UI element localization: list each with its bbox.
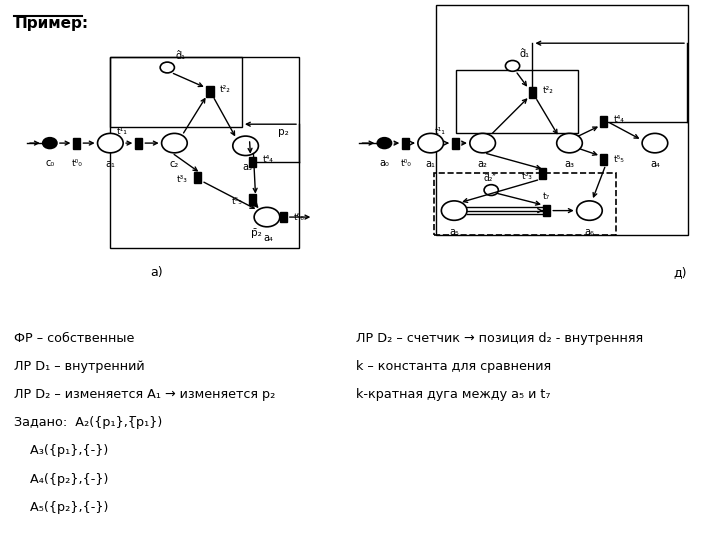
Text: t⁴₄: t⁴₄ [263, 156, 274, 164]
Circle shape [505, 60, 520, 71]
Circle shape [161, 133, 187, 153]
Text: a₂: a₂ [477, 159, 487, 170]
Bar [249, 194, 256, 205]
Text: t⁰₀: t⁰₀ [71, 159, 82, 168]
Text: A₃({p₁},{-}): A₃({p₁},{-}) [14, 444, 109, 457]
Text: c₂: c₂ [170, 159, 179, 170]
Circle shape [377, 138, 392, 148]
Text: k – константа для сравнения: k – константа для сравнения [356, 360, 551, 373]
Circle shape [484, 185, 498, 195]
Text: a₀: a₀ [379, 158, 390, 168]
Text: a₁: a₁ [426, 159, 436, 170]
Text: t¹₁: t¹₁ [435, 126, 446, 136]
Text: t²₂: t²₂ [220, 85, 231, 94]
Bar [543, 205, 550, 216]
Text: a₄: a₄ [650, 159, 660, 170]
Text: ЛР D₁ – внутренний: ЛР D₁ – внутренний [14, 360, 145, 373]
Bar [207, 86, 214, 97]
Text: d̂₂″: d̂₂″ [483, 173, 496, 183]
Circle shape [470, 133, 495, 153]
Bar [529, 87, 536, 98]
Bar [194, 172, 202, 183]
Text: t¹₁: t¹₁ [117, 126, 127, 136]
Bar [600, 154, 607, 165]
Circle shape [557, 133, 582, 153]
Bar [539, 168, 546, 179]
Text: a): a) [150, 266, 163, 279]
Text: ЛР D₂ – изменяется A₁ → изменяется p₂: ЛР D₂ – изменяется A₁ → изменяется p₂ [14, 388, 276, 401]
Text: t²₂: t²₂ [542, 86, 554, 95]
Text: t₇: t₇ [543, 192, 550, 201]
Text: d̂₁: d̂₁ [520, 49, 530, 59]
Bar [402, 138, 410, 148]
Text: d̂₁: d̂₁ [176, 51, 186, 61]
Text: k-кратная дуга между a₅ и t₇: k-кратная дуга между a₅ и t₇ [356, 388, 550, 401]
Bar [73, 138, 81, 148]
Text: t⁶₆: t⁶₆ [293, 213, 304, 221]
Text: p₂: p₂ [278, 127, 289, 137]
Text: Пример:: Пример: [14, 16, 89, 31]
Bar [436, 5, 688, 235]
Text: t⁴₄: t⁴₄ [613, 115, 624, 124]
Circle shape [233, 136, 258, 156]
Circle shape [418, 133, 444, 153]
Bar [600, 116, 607, 127]
Text: a₃: a₃ [564, 159, 575, 170]
Text: t⁵₅: t⁵₅ [613, 155, 624, 164]
Text: t⁵₅: t⁵₅ [232, 198, 243, 206]
Bar [110, 57, 242, 127]
Text: ЛР D₂ – счетчик → позиция d₂ - внутренняя: ЛР D₂ – счетчик → позиция d₂ - внутрення… [356, 332, 643, 345]
Circle shape [97, 133, 123, 153]
Bar [249, 157, 256, 167]
Text: A₄({p₂},{-}): A₄({p₂},{-}) [14, 472, 109, 485]
Circle shape [160, 62, 174, 73]
Circle shape [577, 201, 602, 220]
Circle shape [642, 133, 667, 153]
Bar [434, 173, 616, 235]
Bar [456, 70, 578, 133]
Text: a₁: a₁ [105, 159, 115, 170]
Text: Задано:  A₂({p₁},{̅p₁}): Задано: A₂({p₁},{̅p₁}) [14, 416, 163, 429]
Text: ФР – собственные: ФР – собственные [14, 332, 135, 345]
Bar [280, 212, 287, 222]
Circle shape [254, 207, 280, 227]
Text: t³₃: t³₃ [177, 175, 188, 184]
Text: a₄: a₄ [264, 233, 274, 244]
Text: a₅: a₅ [449, 227, 459, 237]
Bar [452, 138, 459, 148]
Circle shape [441, 201, 467, 220]
Text: a₃: a₃ [242, 162, 252, 172]
Text: p̄₂: p̄₂ [251, 228, 261, 238]
Text: a₆: a₆ [585, 227, 595, 237]
Bar [135, 138, 143, 148]
Bar [110, 57, 299, 248]
Text: t⁰₀: t⁰₀ [400, 159, 411, 168]
Circle shape [42, 138, 57, 148]
Text: c₀: c₀ [45, 158, 55, 168]
Text: t³₃: t³₃ [521, 172, 533, 180]
Text: A₅({p₂},{-}): A₅({p₂},{-}) [14, 501, 109, 514]
Text: д): д) [673, 266, 687, 279]
